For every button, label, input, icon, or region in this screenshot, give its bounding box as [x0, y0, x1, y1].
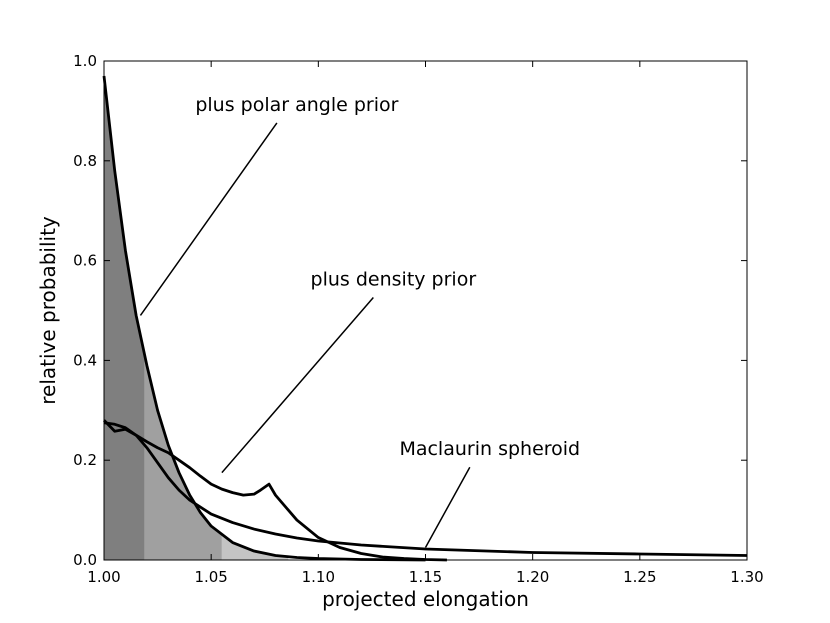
shaded-region-1: [144, 355, 222, 560]
axis-ticks: 1.00 1.05 1.10 1.15 1.20 1.25 1.30 0.0 0.2 0.4 0.6…: [73, 52, 764, 586]
plot-frame: [103, 60, 748, 561]
annotation-label-2: Maclaurin spheroid: [399, 438, 580, 460]
x-tick-label-3: 1.15: [409, 568, 442, 586]
y-tick-label-3: 0.6: [73, 252, 97, 270]
x-tick-label-2: 1.10: [302, 568, 335, 586]
y-tick-label-4: 0.8: [73, 152, 97, 170]
x-tick-label-4: 1.20: [516, 568, 549, 586]
y-tick-label-1: 0.2: [73, 451, 97, 469]
annotation-leader-2: [424, 466, 471, 548]
shaded-region-2: [221, 534, 289, 560]
x-tick-label-6: 1.30: [730, 568, 763, 586]
x-tick-label-1: 1.05: [194, 568, 227, 586]
x-tick-label-5: 1.25: [623, 568, 656, 586]
annotation-leader-0: [139, 122, 278, 316]
annotation-leader-1: [221, 297, 374, 474]
annotation-label-1: plus density prior: [311, 269, 477, 291]
series-lines: [102, 75, 748, 562]
x-axis-label: projected elongation: [322, 587, 529, 611]
y-tick-label-2: 0.4: [73, 351, 97, 369]
y-tick-label-0: 0.0: [73, 551, 97, 569]
series-line-2: [103, 421, 748, 557]
x-tick-label-0: 1.00: [87, 568, 120, 586]
shaded-region-0: [104, 75, 145, 560]
shaded-regions: [104, 75, 289, 560]
annotations: plus polar angle prior plus density prior…: [139, 94, 580, 548]
y-tick-label-5: 1.0: [73, 52, 97, 70]
annotation-label-0: plus polar angle prior: [195, 94, 398, 116]
series-line-1: [102, 419, 447, 562]
y-axis-label: relative probability: [36, 216, 60, 405]
